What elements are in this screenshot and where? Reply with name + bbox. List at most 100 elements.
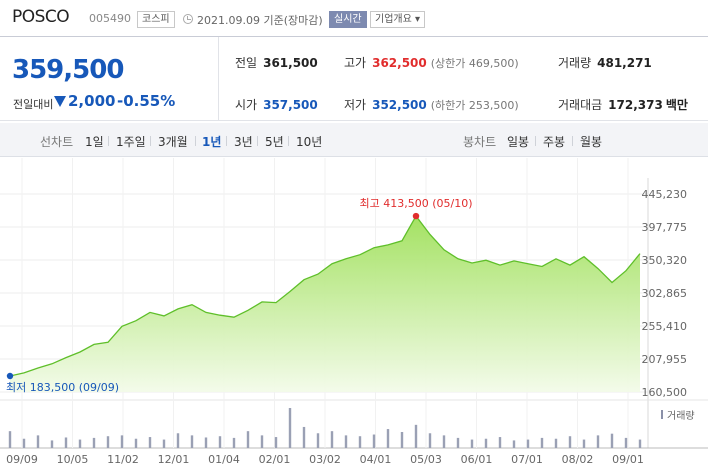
volume-bar [302, 426, 306, 448]
market-badge: 코스피 [137, 11, 175, 28]
volume-bar [218, 436, 222, 448]
tab-3years[interactable]: 3년 [234, 135, 253, 149]
volume-bar [260, 435, 264, 448]
volume-bar [610, 433, 614, 448]
x-tick-label: 04/01 [360, 453, 392, 466]
tab-1week[interactable]: 1주일 [116, 135, 146, 149]
y-tick-label: 207,955 [642, 353, 688, 366]
volume-legend-swatch [661, 410, 663, 419]
volume-bars: 거래량 [8, 408, 695, 448]
tab-3months[interactable]: 3개월 [158, 135, 188, 149]
volume-bar [288, 408, 292, 448]
tab-separator [572, 136, 573, 146]
volume-bar [162, 439, 166, 448]
volume-bar [148, 437, 152, 448]
min-point [6, 372, 14, 380]
volume-bar [582, 439, 586, 448]
volume-bar [330, 431, 334, 448]
volume-bar [540, 437, 544, 448]
volume-bar [36, 435, 40, 448]
y-axis: 445,230 397,775 350,320 302,865 255,410 207,9… [642, 188, 688, 399]
down-triangle-icon [54, 96, 66, 107]
y-tick-label: 302,865 [642, 287, 688, 300]
tab-1day[interactable]: 1일 [85, 135, 104, 149]
y-tick-label: 397,775 [642, 221, 688, 234]
stat-amount: 거래대금 172,373 백만 [558, 98, 688, 112]
volume-bar [512, 440, 516, 448]
tab-separator [195, 136, 196, 146]
company-info-dropdown[interactable]: 기업개요 ▾ [370, 11, 425, 28]
x-tick-label: 09/01 [612, 453, 644, 466]
tab-separator [226, 136, 227, 146]
change-label: 전일대비 [13, 98, 54, 111]
price-line [9, 214, 641, 377]
price-area [10, 216, 640, 392]
stat-prev-close: 전일 361,500 [235, 56, 318, 70]
max-label: 최고 413,500 (05/10) [359, 197, 472, 210]
tab-weekly-candle[interactable]: 주봉 [543, 135, 566, 149]
stock-name: POSCO [12, 7, 70, 27]
y-tick-label: 445,230 [642, 188, 688, 201]
x-tick-label: 09/09 [6, 453, 38, 466]
tab-daily-candle[interactable]: 일봉 [507, 135, 530, 149]
volume-bar [428, 433, 432, 448]
volume-bar [92, 437, 96, 448]
divider [218, 37, 219, 120]
candle-chart-label: 봉차트 [463, 135, 497, 149]
volume-bar [526, 439, 530, 448]
volume-bar [22, 438, 26, 448]
x-tick-label: 01/04 [208, 453, 240, 466]
tab-separator [257, 136, 258, 146]
tab-5years[interactable]: 5년 [265, 135, 284, 149]
volume-bar [176, 433, 180, 448]
x-tick-label: 02/01 [259, 453, 291, 466]
y-tick-label: 255,410 [642, 320, 688, 333]
volume-bar [456, 437, 460, 448]
chart-period-tabs: 선차트 1일 1주일 3개월 1년 3년 5년 10년 봉차트 일봉 주봉 월봉 [0, 123, 708, 157]
reference-date: 2021.09.09 기준(장마감) [197, 14, 323, 27]
change-value: 2,000 [68, 92, 116, 110]
y-tick-label: 350,320 [642, 254, 688, 267]
volume-bar [232, 437, 236, 448]
volume-bar [344, 435, 348, 448]
volume-bar [64, 437, 68, 448]
volume-bar [638, 439, 642, 448]
tab-10years[interactable]: 10년 [296, 135, 323, 149]
tab-separator [288, 136, 289, 146]
y-tick-label: 160,500 [642, 386, 688, 399]
clock-icon [183, 14, 193, 24]
volume-bar [386, 429, 390, 448]
line-chart-label: 선차트 [40, 135, 74, 149]
stock-code: 005490 [89, 12, 131, 25]
price-summary: 359,500 전일대비 2,000 -0.55% 전일 361,500 고가 36… [0, 36, 708, 121]
volume-bar [204, 437, 208, 448]
x-tick-label: 08/02 [562, 453, 594, 466]
tab-monthly-candle[interactable]: 월봉 [580, 135, 603, 149]
tab-1year[interactable]: 1년 [202, 135, 222, 149]
volume-bar [498, 437, 502, 448]
x-tick-label: 10/05 [57, 453, 89, 466]
volume-bar [400, 432, 404, 448]
volume-bar [596, 435, 600, 448]
volume-bar [358, 436, 362, 448]
stat-high: 고가 362,500 (상한가 469,500) [344, 56, 519, 70]
volume-bar [120, 435, 124, 448]
x-tick-label: 05/03 [410, 453, 442, 466]
volume-bar [274, 437, 278, 448]
volume-bar [246, 431, 250, 448]
x-tick-label: 12/01 [158, 453, 190, 466]
volume-bar [554, 438, 558, 448]
volume-bar [8, 431, 12, 448]
stat-volume: 거래량 481,271 [558, 56, 652, 70]
current-price: 359,500 [12, 55, 124, 85]
x-tick-label: 07/01 [511, 453, 543, 466]
x-tick-label: 11/02 [107, 453, 139, 466]
x-axis: 09/09 10/05 11/02 12/01 01/04 02/01 03/02 04/01… [6, 453, 644, 466]
volume-bar [134, 438, 138, 448]
volume-bar [106, 436, 110, 448]
realtime-button[interactable]: 실시간 [329, 11, 367, 28]
stat-open: 시가 357,500 [235, 98, 318, 112]
tab-separator [535, 136, 536, 146]
stock-header: POSCO 005490 코스피 2021.09.09 기준(장마감) 실시간 … [0, 0, 708, 30]
volume-bar [190, 435, 194, 448]
